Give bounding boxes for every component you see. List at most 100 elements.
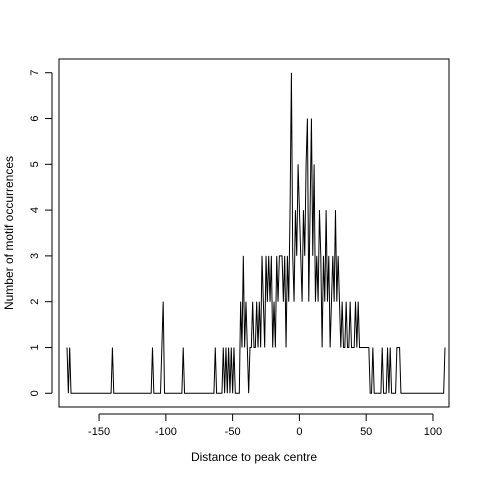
- data-point: [267, 301, 268, 302]
- data-point: [256, 301, 257, 302]
- data-layer: [66, 72, 446, 394]
- data-point: [228, 347, 229, 348]
- data-point: [277, 301, 278, 302]
- data-point: [271, 255, 272, 256]
- y-tick-label: 5: [29, 161, 41, 167]
- data-point: [305, 164, 306, 165]
- data-point: [323, 255, 324, 256]
- data-point: [255, 347, 256, 348]
- data-point: [240, 301, 241, 302]
- data-point: [68, 393, 69, 394]
- data-point: [264, 347, 265, 348]
- data-point: [320, 255, 321, 256]
- data-point: [342, 301, 343, 302]
- plot-frame: [58, 58, 450, 408]
- data-point: [311, 118, 312, 119]
- data-point: [245, 301, 246, 302]
- data-point: [283, 301, 284, 302]
- data-point: [372, 347, 373, 348]
- data-point: [339, 301, 340, 302]
- data-point: [312, 255, 313, 256]
- data-point: [223, 347, 224, 348]
- y-tick-label: 1: [29, 344, 41, 350]
- data-point: [249, 347, 250, 348]
- data-point: [248, 393, 249, 394]
- data-point: [364, 347, 365, 348]
- data-point: [281, 255, 282, 256]
- data-point: [315, 301, 316, 302]
- data-point: [368, 347, 369, 348]
- y-tick-label: 2: [29, 299, 41, 305]
- data-point: [366, 347, 367, 348]
- data-point: [335, 210, 336, 211]
- data-point: [273, 301, 274, 302]
- x-tick-label: -150: [88, 426, 110, 438]
- data-point: [307, 118, 308, 119]
- data-point: [304, 255, 305, 256]
- y-axis: 0 1 2 3 4 5 6 7: [29, 70, 53, 396]
- data-point: [316, 255, 317, 256]
- x-axis-title: Distance to peak centre: [191, 450, 317, 464]
- data-point: [367, 347, 368, 348]
- data-point: [399, 347, 400, 348]
- y-tick-label: 6: [29, 115, 41, 121]
- data-point: [261, 255, 262, 256]
- x-axis: -150 -100 -50 0 50 100: [88, 413, 442, 438]
- series-line: [66, 72, 446, 394]
- data-point: [444, 347, 445, 348]
- data-point: [348, 347, 349, 348]
- data-point: [243, 255, 244, 256]
- data-point: [241, 347, 242, 348]
- data-point: [347, 347, 348, 348]
- y-tick-label: 7: [29, 70, 41, 76]
- data-point: [231, 347, 232, 348]
- data-point: [327, 301, 328, 302]
- data-point: [275, 347, 276, 348]
- data-point: [259, 301, 260, 302]
- data-point: [251, 347, 252, 348]
- data-point: [352, 347, 353, 348]
- x-tick-label: 0: [296, 426, 302, 438]
- data-point: [296, 255, 297, 256]
- data-point: [295, 210, 296, 211]
- data-point: [299, 210, 300, 211]
- data-point: [272, 347, 273, 348]
- data-point: [344, 347, 345, 348]
- data-point: [396, 347, 397, 348]
- data-point: [398, 347, 399, 348]
- data-point: [340, 347, 341, 348]
- data-point: [291, 72, 292, 73]
- data-point: [279, 255, 280, 256]
- data-point: [343, 347, 344, 348]
- data-point: [244, 347, 245, 348]
- data-point: [280, 255, 281, 256]
- y-tick-label: 0: [29, 390, 41, 396]
- data-point: [336, 301, 337, 302]
- data-point: [355, 301, 356, 302]
- data-point: [292, 255, 293, 256]
- data-point: [164, 393, 165, 394]
- data-point: [161, 347, 162, 348]
- data-point: [363, 347, 364, 348]
- data-point: [322, 347, 323, 348]
- y-tick-label: 4: [29, 207, 41, 213]
- data-point: [346, 301, 347, 302]
- x-tick-label: 50: [360, 426, 372, 438]
- data-point: [263, 301, 264, 302]
- data-point: [293, 301, 294, 302]
- data-point: [257, 347, 258, 348]
- x-tick-label: -50: [225, 426, 241, 438]
- data-point: [387, 347, 388, 348]
- data-point: [112, 347, 113, 348]
- data-point: [326, 210, 327, 211]
- x-tick-label: 100: [424, 426, 442, 438]
- data-point: [265, 255, 266, 256]
- data-point: [252, 301, 253, 302]
- data-point: [354, 347, 355, 348]
- y-axis-title: Number of motif occurrences: [2, 156, 16, 310]
- data-point: [338, 255, 339, 256]
- data-point: [382, 347, 383, 348]
- data-point: [356, 347, 357, 348]
- data-point: [319, 210, 320, 211]
